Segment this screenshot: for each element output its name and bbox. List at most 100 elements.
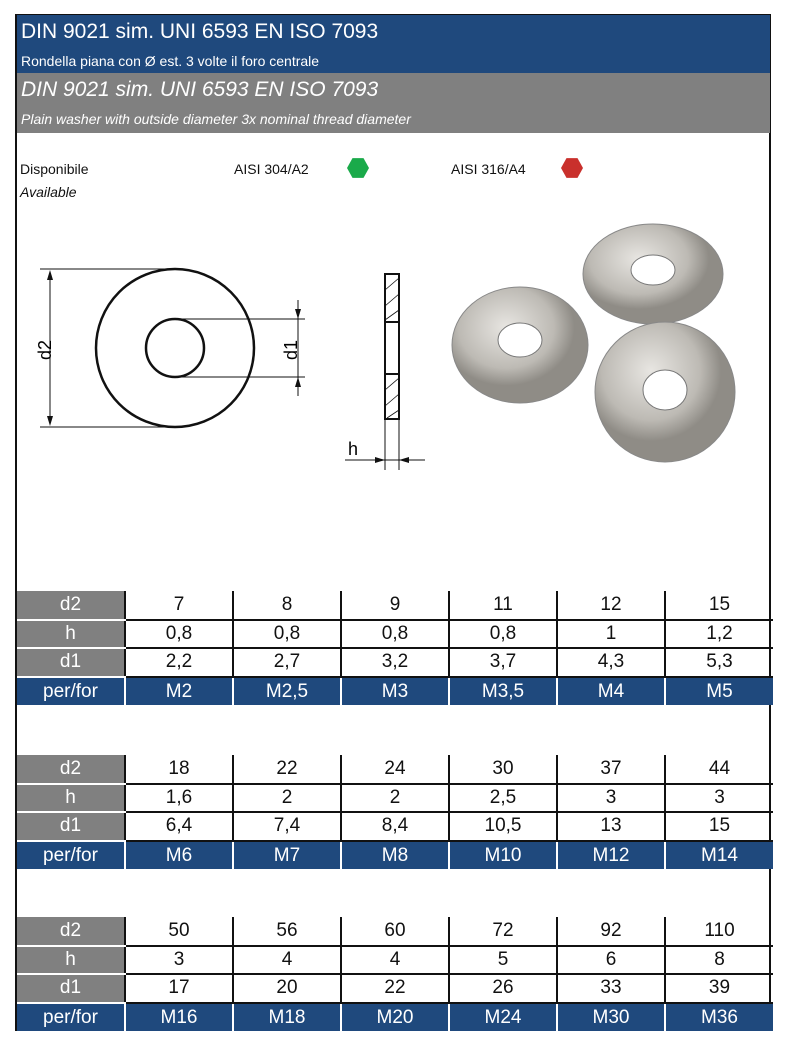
title-en: DIN 9021 sim. UNI 6593 EN ISO 7093 <box>21 78 379 101</box>
table-cell: M12 <box>556 840 665 870</box>
table-row-per-for: per/for M2 M2,5 M3 M3,5 M4 M5 <box>17 676 773 706</box>
table-cell: 13 <box>556 812 665 842</box>
table-cell: 4,3 <box>556 648 665 678</box>
table-row-per-for: per/for M16 M18 M20 M24 M30 M36 <box>17 1002 773 1032</box>
table-cell: M30 <box>556 1002 665 1032</box>
row-label: d1 <box>17 648 125 678</box>
table-cell: 1,2 <box>664 619 773 650</box>
table-cell: M7 <box>232 840 341 870</box>
table-cell: M36 <box>664 1002 773 1032</box>
table-cell: M14 <box>664 840 773 870</box>
table-cell: 18 <box>124 755 233 785</box>
table-cell: 8 <box>232 591 341 621</box>
row-label: d2 <box>17 755 125 785</box>
table-cell: 17 <box>124 974 233 1004</box>
table-cell: 20 <box>232 974 341 1004</box>
table-cell: 56 <box>232 917 341 947</box>
d1-label: d1 <box>281 340 301 360</box>
table-cell: 3 <box>556 783 665 814</box>
table-cell: 3 <box>664 783 773 814</box>
subtitle-en: Plain washer with outside diameter 3x no… <box>21 111 411 127</box>
row-label: h <box>17 783 125 814</box>
table-cell: 30 <box>448 755 557 785</box>
page-frame <box>15 14 771 1031</box>
table-cell: M16 <box>124 1002 233 1032</box>
table-cell: M24 <box>448 1002 557 1032</box>
table-row-d2: d2 7 8 9 11 12 15 <box>17 591 773 621</box>
table-row-d2: d2 18 22 24 30 37 44 <box>17 755 773 785</box>
table-cell: 9 <box>340 591 449 621</box>
row-label: d1 <box>17 812 125 842</box>
table-cell: 7 <box>124 591 233 621</box>
table-cell: M20 <box>340 1002 449 1032</box>
subtitle-it: Rondella piana con Ø est. 3 volte il for… <box>21 53 320 69</box>
table-cell: 22 <box>232 755 341 785</box>
table-cell: 0,8 <box>232 619 341 650</box>
table-cell: 37 <box>556 755 665 785</box>
table-cell: 2,5 <box>448 783 557 814</box>
table-cell: M6 <box>124 840 233 870</box>
table-cell: 26 <box>448 974 557 1004</box>
table-cell: 2,7 <box>232 648 341 678</box>
table-cell: 8,4 <box>340 812 449 842</box>
table-cell: M8 <box>340 840 449 870</box>
table-cell: 44 <box>664 755 773 785</box>
table-cell: 7,4 <box>232 812 341 842</box>
header-italian: DIN 9021 sim. UNI 6593 EN ISO 7093 Ronde… <box>17 15 770 73</box>
table-row-d2: d2 50 56 60 72 92 110 <box>17 917 773 947</box>
table-cell: 24 <box>340 755 449 785</box>
washer-photo <box>451 223 736 463</box>
material-a2: AISI 304/A2 <box>234 161 309 177</box>
table-row-per-for: per/for M6 M7 M8 M10 M12 M14 <box>17 840 773 870</box>
row-label: per/for <box>17 676 125 706</box>
table-row-d1: d1 2,2 2,7 3,2 3,7 4,3 5,3 <box>17 648 773 678</box>
table-cell: 2 <box>232 783 341 814</box>
row-label: per/for <box>17 840 125 870</box>
table-row-h: h 1,6 2 2 2,5 3 3 <box>17 783 773 814</box>
table-cell: M5 <box>664 676 773 706</box>
dimension-table: d2 7 8 9 11 12 15 h 0,8 0,8 0,8 0,8 1 1,2 d1 2,2 2,7 3,2 3… <box>17 591 773 706</box>
row-label: d2 <box>17 591 125 621</box>
table-cell: 6,4 <box>124 812 233 842</box>
table-cell: 1 <box>556 619 665 650</box>
row-label: h <box>17 619 125 650</box>
red-hex-icon <box>561 158 583 178</box>
table-cell: 10,5 <box>448 812 557 842</box>
material-a4: AISI 316/A4 <box>451 161 526 177</box>
table-cell: 15 <box>664 591 773 621</box>
table-cell: M3,5 <box>448 676 557 706</box>
table-cell: 0,8 <box>340 619 449 650</box>
table-row-h: h 0,8 0,8 0,8 0,8 1 1,2 <box>17 619 773 650</box>
table-cell: M3 <box>340 676 449 706</box>
table-cell: M18 <box>232 1002 341 1032</box>
table-row-d1: d1 17 20 22 26 33 39 <box>17 974 773 1004</box>
available-label-en: Available <box>20 184 77 200</box>
row-label: d1 <box>17 974 125 1004</box>
table-cell: 4 <box>232 945 341 976</box>
dimension-table: d2 50 56 60 72 92 110 h 3 4 4 5 6 8 d1 17 20 22 26 33 39 per/… <box>17 917 773 1032</box>
table-cell: 1,6 <box>124 783 233 814</box>
table-cell: 15 <box>664 812 773 842</box>
d2-label: d2 <box>35 340 55 360</box>
table-cell: M2 <box>124 676 233 706</box>
table-cell: 110 <box>664 917 773 947</box>
h-label: h <box>348 439 358 459</box>
table-cell: 5,3 <box>664 648 773 678</box>
table-cell: 6 <box>556 945 665 976</box>
row-label: h <box>17 945 125 976</box>
table-cell: M4 <box>556 676 665 706</box>
table-cell: 0,8 <box>124 619 233 650</box>
title-it: DIN 9021 sim. UNI 6593 EN ISO 7093 <box>21 20 379 43</box>
table-cell: 11 <box>448 591 557 621</box>
table-cell: 8 <box>664 945 773 976</box>
table-cell: M10 <box>448 840 557 870</box>
table-cell: 3,2 <box>340 648 449 678</box>
table-cell: 92 <box>556 917 665 947</box>
table-row-d1: d1 6,4 7,4 8,4 10,5 13 15 <box>17 812 773 842</box>
table-cell: 4 <box>340 945 449 976</box>
header-english: DIN 9021 sim. UNI 6593 EN ISO 7093 Plain… <box>17 73 770 133</box>
table-cell: 2,2 <box>124 648 233 678</box>
row-label: d2 <box>17 917 125 947</box>
table-cell: 3,7 <box>448 648 557 678</box>
